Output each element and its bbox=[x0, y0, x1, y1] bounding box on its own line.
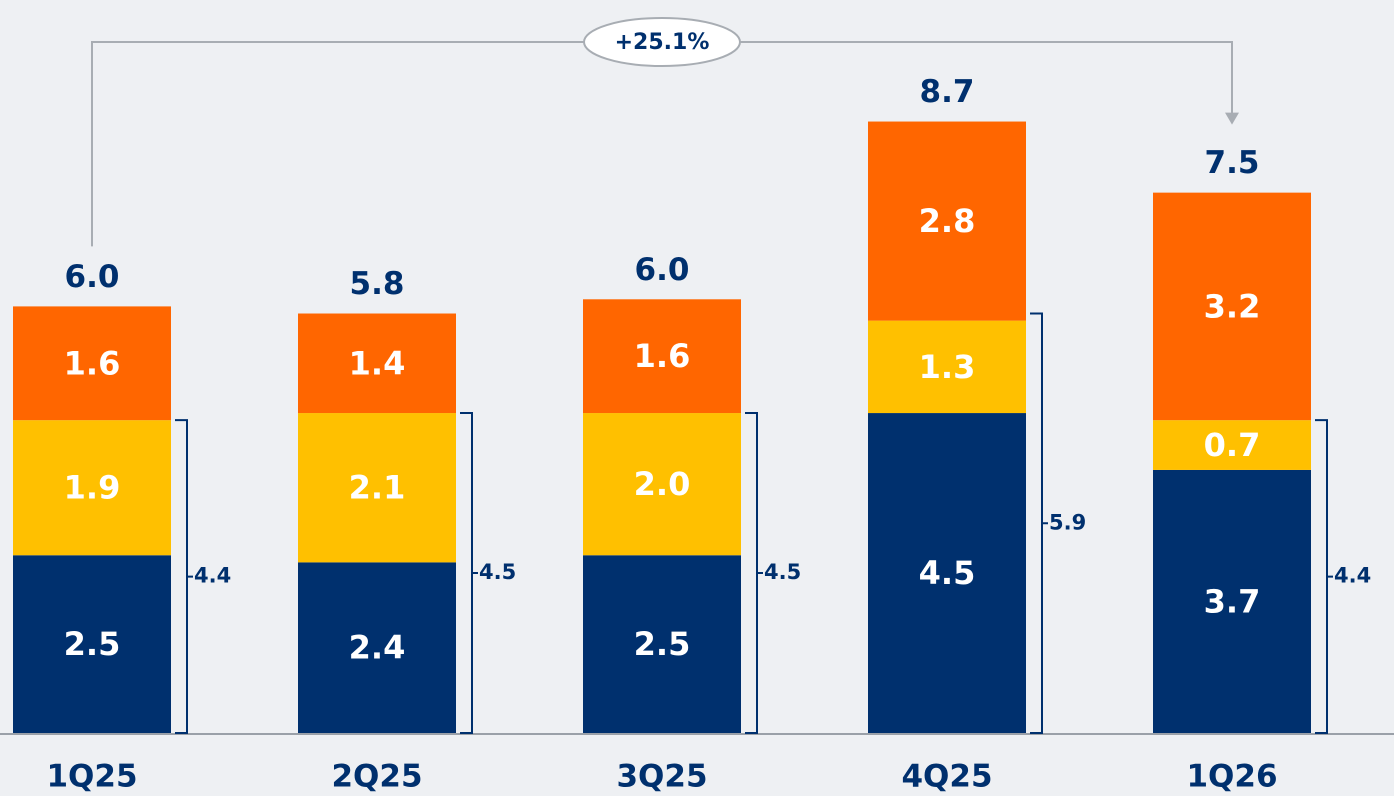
segment-label: 2.0 bbox=[634, 465, 691, 503]
bar-segment bbox=[583, 299, 741, 414]
bracket bbox=[460, 412, 478, 734]
segment-label: 3.2 bbox=[1204, 287, 1261, 325]
segment-label: 2.1 bbox=[349, 469, 406, 507]
bar-segment bbox=[868, 320, 1026, 414]
segment-label: 2.5 bbox=[64, 625, 121, 663]
segment-label: 2.8 bbox=[919, 202, 976, 240]
category-label: 4Q25 bbox=[901, 759, 992, 795]
arrow-head bbox=[1225, 112, 1239, 125]
segment-label: 2.4 bbox=[349, 629, 406, 667]
segment-label: 1.3 bbox=[919, 348, 976, 386]
bar-segment bbox=[583, 413, 741, 556]
bar-segment bbox=[583, 555, 741, 733]
segment-label: 2.5 bbox=[634, 625, 691, 663]
segment-label: 4.5 bbox=[919, 554, 976, 592]
bar-segment bbox=[298, 413, 456, 563]
bracket bbox=[175, 419, 193, 734]
bar-segment bbox=[13, 306, 171, 421]
bar-segment bbox=[298, 313, 456, 414]
segment-label: 0.7 bbox=[1204, 426, 1261, 464]
segment-label: 1.9 bbox=[64, 469, 121, 507]
total-label: 7.5 bbox=[1205, 145, 1260, 181]
bar-segment bbox=[1153, 420, 1311, 470]
bracket bbox=[1315, 419, 1333, 734]
bar-segment bbox=[13, 420, 171, 556]
category-label: 1Q26 bbox=[1186, 759, 1277, 795]
bar-segment bbox=[1153, 469, 1311, 733]
bar-segment bbox=[868, 121, 1026, 321]
bracket bbox=[745, 412, 763, 734]
bracket bbox=[1030, 312, 1048, 734]
total-label: 8.7 bbox=[920, 74, 975, 110]
total-label: 5.8 bbox=[350, 266, 405, 302]
segment-label: 1.6 bbox=[634, 337, 691, 375]
bar-segment bbox=[1153, 192, 1311, 421]
segment-label: 3.7 bbox=[1204, 582, 1261, 620]
bracket-label: 5.9 bbox=[1049, 510, 1086, 534]
annotation-bubble bbox=[583, 17, 741, 67]
bar-segment bbox=[13, 555, 171, 733]
segment-label: 1.6 bbox=[64, 344, 121, 382]
bracket-label: 4.5 bbox=[479, 560, 516, 584]
category-label: 3Q25 bbox=[616, 759, 707, 795]
total-label: 6.0 bbox=[635, 252, 690, 288]
category-label: 1Q25 bbox=[46, 759, 137, 795]
total-label: 6.0 bbox=[65, 259, 120, 295]
bracket-label: 4.4 bbox=[1334, 564, 1371, 588]
bar-segment bbox=[868, 413, 1026, 733]
bracket-label: 4.5 bbox=[764, 560, 801, 584]
annotation: +25.1% bbox=[615, 30, 710, 55]
segment-label: 1.4 bbox=[349, 344, 406, 382]
category-label: 2Q25 bbox=[331, 759, 422, 795]
bar-segment bbox=[298, 562, 456, 733]
bracket-label: 4.4 bbox=[194, 564, 231, 588]
